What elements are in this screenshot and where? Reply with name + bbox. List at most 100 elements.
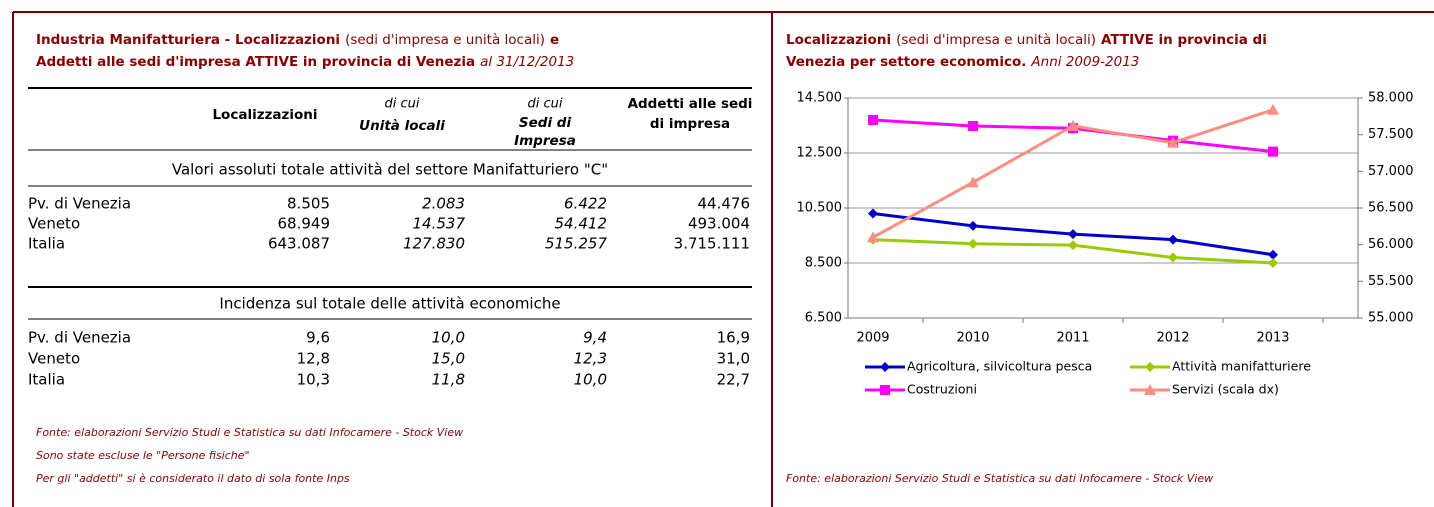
header-line: di impresa (650, 116, 730, 132)
y2-tick-label: 58.000 (1368, 91, 1414, 106)
legend-marker (1145, 362, 1155, 372)
cell: 9,4 (583, 329, 607, 347)
data-point (1268, 258, 1278, 268)
x-tick-label: 2010 (956, 331, 989, 346)
column-header: Sedi di Impresa (514, 115, 576, 149)
section-label: Valori assoluti totale attività del sett… (172, 161, 608, 179)
cell: 643.087 (268, 235, 330, 253)
data-point (1068, 229, 1078, 240)
legend-marker (880, 385, 890, 395)
data-point (1268, 146, 1278, 157)
cell: 3.715.111 (674, 235, 750, 253)
data-point (1268, 249, 1278, 260)
cell: 54.412 (555, 215, 608, 233)
legend-label: Servizi (scala dx) (1172, 382, 1279, 397)
cell: 9,6 (306, 329, 330, 347)
cell: 6.422 (564, 195, 607, 213)
row-label: Italia (28, 235, 65, 253)
title-segment: Industria Manifatturiera - Localizzazion… (36, 32, 340, 48)
cell: 127.830 (403, 235, 465, 253)
title-line: Industria Manifatturiera - Localizzazion… (36, 32, 559, 48)
y2-tick-label: 57.500 (1368, 127, 1414, 142)
cell: 10,0 (574, 371, 607, 389)
cell: 44.476 (698, 195, 751, 213)
title-line: Localizzazioni (sedi d'impresa e unità lo… (786, 32, 1267, 48)
legend-label: Attività manifatturiere (1172, 359, 1311, 374)
data-point (868, 115, 878, 125)
y2-tick-label: 56.000 (1368, 237, 1414, 252)
header-line: Sedi di (519, 115, 572, 131)
y-tick-label: 10.500 (797, 201, 843, 216)
legend-marker (1144, 384, 1156, 395)
data-point (968, 220, 978, 231)
footnote: Sono state escluse le "Persone fisiche" (36, 449, 250, 462)
header-line: Addetti alle sedi (628, 96, 753, 112)
title-segment: (sedi d'impresa e unità locali) (345, 32, 545, 48)
row-label: Veneto (28, 215, 80, 233)
y2-tick-label: 57.000 (1368, 164, 1414, 179)
row-label: Veneto (28, 350, 80, 368)
y2-tick-label: 56.500 (1368, 201, 1414, 216)
cell: 12,8 (297, 350, 330, 368)
column-header: Unità locali (359, 118, 445, 134)
data-point (967, 176, 979, 188)
row-label: Pv. di Venezia (28, 329, 131, 347)
data-point (1168, 252, 1178, 263)
header-line: Impresa (514, 133, 576, 149)
cell: 11,8 (432, 371, 465, 389)
legend-label: Costruzioni (907, 382, 977, 397)
data-point (968, 238, 978, 249)
footnote: Per gli "addetti" si è considerato il da… (36, 472, 350, 485)
title-segment: Addetti alle sedi d'impresa ATTIVE in pr… (36, 54, 475, 70)
legend-marker (880, 362, 890, 372)
cell: 8.505 (287, 195, 330, 213)
cell: 515.257 (545, 235, 607, 253)
legend-label: Agricoltura, silvicoltura pesca (907, 359, 1092, 374)
data-point (1067, 119, 1079, 131)
chart-footnote: Fonte: elaborazioni Servizio Studi e Sta… (786, 472, 1213, 485)
section-label: Incidenza sul totale delle attività econ… (219, 295, 560, 313)
footnote: Fonte: elaborazioni Servizio Studi e Sta… (36, 426, 463, 439)
cell: 68.949 (278, 215, 331, 233)
cell: 16,9 (717, 329, 750, 347)
y2-tick-label: 55.000 (1368, 311, 1414, 326)
title-segment: e (550, 32, 559, 48)
row-label: Pv. di Venezia (28, 195, 131, 213)
title-segment: ATTIVE in provincia di (1101, 32, 1267, 48)
cell: 493.004 (688, 215, 750, 233)
title-segment: al 31/12/2013 (480, 54, 574, 70)
y-tick-label: 6.500 (805, 311, 842, 326)
data-point (1267, 103, 1279, 115)
data-point (867, 231, 879, 243)
column-header: Localizzazioni (212, 107, 317, 123)
cell: 10,0 (432, 329, 465, 347)
column-note: di cui (528, 97, 563, 112)
cell: 2.083 (422, 195, 465, 213)
cell: 10,3 (297, 371, 330, 389)
data-point (1068, 240, 1078, 251)
cell: 15,0 (432, 350, 465, 368)
cell: 22,7 (717, 371, 750, 389)
title-segment: Localizzazioni (786, 32, 891, 48)
cell: 12,3 (574, 350, 607, 368)
x-tick-label: 2013 (1256, 331, 1289, 346)
data-point (1167, 136, 1179, 148)
y-tick-label: 8.500 (805, 256, 842, 271)
title-line: Venezia per settore economico. Anni 2009-… (786, 54, 1139, 70)
x-tick-label: 2009 (856, 331, 889, 346)
title-segment: Venezia per settore economico. (786, 54, 1026, 70)
data-point (968, 121, 978, 132)
title-segment: Anni 2009-2013 (1030, 54, 1139, 70)
data-point (1168, 234, 1178, 245)
row-label: Italia (28, 371, 65, 389)
cell: 31,0 (717, 350, 750, 368)
x-tick-label: 2011 (1056, 331, 1089, 346)
y2-tick-label: 55.500 (1368, 274, 1414, 289)
title-line: Addetti alle sedi d'impresa ATTIVE in pr… (36, 54, 574, 70)
y-tick-label: 14.500 (797, 91, 843, 106)
title-segment: (sedi d'impresa e unità locali) (896, 32, 1096, 48)
x-tick-label: 2012 (1156, 331, 1189, 346)
data-point (868, 208, 878, 219)
y-tick-label: 12.500 (797, 146, 843, 161)
